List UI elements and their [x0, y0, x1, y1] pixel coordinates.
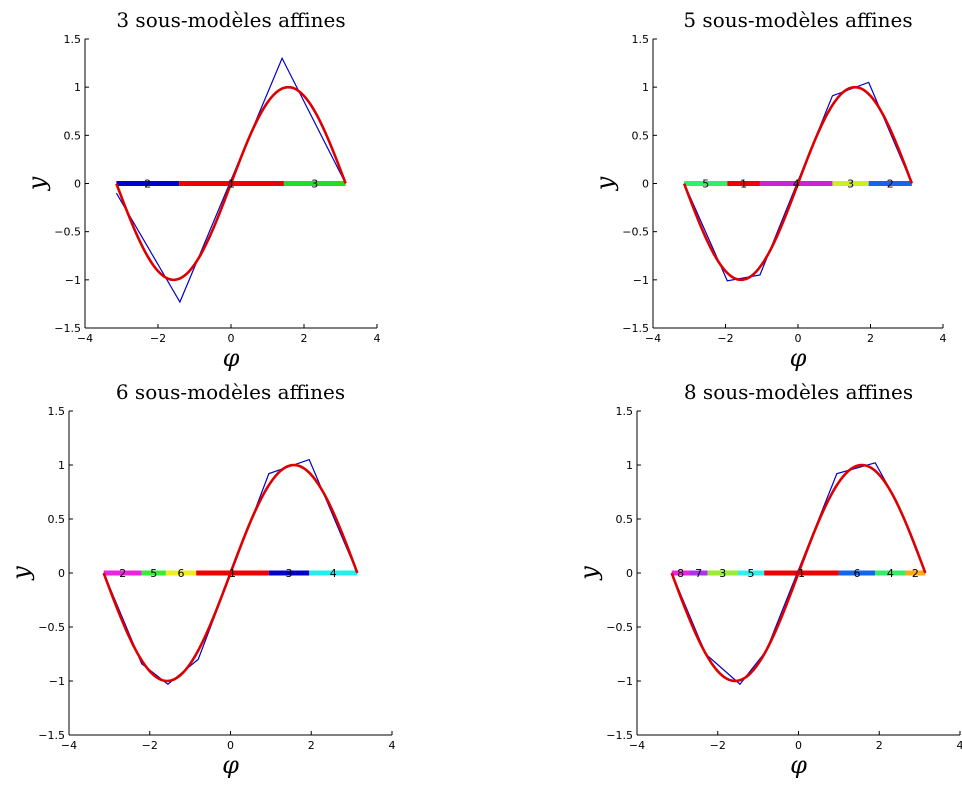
y-tick-label: 0.5 [64, 129, 82, 142]
x-tick-label: −4 [645, 332, 661, 345]
y-tick-label: 0 [626, 567, 633, 580]
segment-label: 5 [150, 567, 157, 580]
segment-label: 2 [119, 567, 126, 580]
x-axis-label: φ [790, 751, 807, 779]
segment-label: 3 [311, 178, 318, 191]
y-tick-label: 1.5 [64, 33, 82, 46]
x-tick-label: 0 [228, 332, 235, 345]
sine-curve [115, 85, 347, 282]
y-tick-label: −0.5 [606, 621, 633, 634]
segment-label: 3 [719, 567, 726, 580]
segment-label: 2 [912, 567, 919, 580]
x-tick-label: 2 [308, 739, 315, 752]
subplot-2: −4 −2 0 2 4 −1.5 −1 −0.5 0 0.5 1 1.5 5 sous-modèles … [591, 8, 947, 372]
segment-label: 4 [330, 567, 337, 580]
x-tick-label: 2 [301, 332, 308, 345]
y-tick-label: 0 [74, 178, 81, 191]
x-axis-label: φ [223, 344, 240, 372]
x-tick-label: −4 [77, 332, 93, 345]
y-tick-label: 1.5 [632, 33, 650, 46]
x-tick-label: 2 [867, 332, 874, 345]
segment-label: 6 [178, 567, 185, 580]
x-tick-label: −2 [142, 739, 158, 752]
y-tick-label: 0 [58, 567, 65, 580]
y-axis-label: y [7, 566, 35, 581]
chart-title: 3 sous-modèles affines [116, 8, 345, 32]
y-axis-label: y [23, 176, 51, 191]
y-tick-label: −1.5 [622, 322, 649, 335]
segment-label: 3 [847, 178, 854, 191]
sine-curve [102, 463, 359, 683]
piecewise-affine-line [103, 458, 358, 686]
x-axis-label: φ [790, 344, 807, 372]
x-axis-label: φ [222, 751, 239, 779]
x-tick-label: 0 [227, 739, 234, 752]
y-axis-label: y [575, 566, 603, 581]
y-tick-label: 1 [58, 459, 65, 472]
segment-label: 7 [695, 567, 702, 580]
x-tick-label: 2 [876, 739, 883, 752]
segment-label: 1 [229, 567, 236, 580]
x-tick-label: −2 [717, 332, 733, 345]
y-tick-label: 0.5 [632, 129, 650, 142]
y-tick-label: −1.5 [606, 729, 633, 742]
segment-label: 6 [854, 567, 861, 580]
y-tick-label: −1 [65, 274, 81, 287]
segment-label: 4 [887, 567, 894, 580]
segment-label: 5 [702, 178, 709, 191]
x-tick-label: −2 [150, 332, 166, 345]
segment-label: 1 [228, 178, 235, 191]
segment-label: 4 [793, 178, 800, 191]
x-tick-label: 4 [940, 332, 947, 345]
segment-label: 8 [677, 567, 684, 580]
subplot-3: −4 −2 0 2 4 −1.5 −1 −0.5 0 0.5 1 1.5 6 sous-modèles … [7, 380, 396, 779]
segment-label: 5 [748, 567, 755, 580]
segment-label: 1 [798, 567, 805, 580]
x-tick-label: 4 [374, 332, 381, 345]
sine-curve [670, 463, 927, 683]
x-tick-label: −4 [61, 739, 77, 752]
chart-title: 5 sous-modèles affines [683, 8, 912, 32]
x-tick-label: 4 [389, 739, 396, 752]
y-tick-label: 1 [626, 459, 633, 472]
y-tick-label: 1 [642, 81, 649, 94]
y-tick-label: 0.5 [616, 513, 634, 526]
y-tick-label: 1 [74, 81, 81, 94]
y-tick-label: −0.5 [54, 226, 81, 239]
y-tick-label: −1 [617, 675, 633, 688]
segment-label: 2 [887, 178, 894, 191]
segment-label: 3 [286, 567, 293, 580]
x-tick-label: 0 [795, 739, 802, 752]
sine-curve [682, 85, 914, 282]
y-tick-label: −1.5 [54, 322, 81, 335]
y-tick-label: 0.5 [48, 513, 66, 526]
y-tick-label: 1.5 [616, 405, 634, 418]
chart-title: 6 sous-modèles affines [116, 380, 345, 404]
subplot-4: −4 −2 0 2 4 −1.5 −1 −0.5 0 0.5 1 1.5 8 sous-modèles … [575, 380, 962, 779]
x-tick-label: 4 [957, 739, 962, 752]
y-tick-label: −1 [633, 274, 649, 287]
x-tick-label: −4 [629, 739, 645, 752]
x-tick-label: −2 [710, 739, 726, 752]
y-tick-label: −0.5 [38, 621, 65, 634]
y-tick-label: 0 [642, 178, 649, 191]
y-tick-label: −1 [49, 675, 65, 688]
y-tick-label: −0.5 [622, 226, 649, 239]
chart-title: 8 sous-modèles affines [684, 380, 913, 404]
x-tick-label: 0 [795, 332, 802, 345]
subplot-1: −4 −2 0 2 4 −1.5 −1 −0.5 0 0.5 1 1.5 3 sous-modèles … [23, 8, 381, 372]
segment-label: 1 [740, 178, 747, 191]
y-tick-label: 1.5 [48, 405, 66, 418]
segment-label: 2 [144, 178, 151, 191]
y-axis-label: y [591, 176, 619, 191]
y-tick-label: −1.5 [38, 729, 65, 742]
